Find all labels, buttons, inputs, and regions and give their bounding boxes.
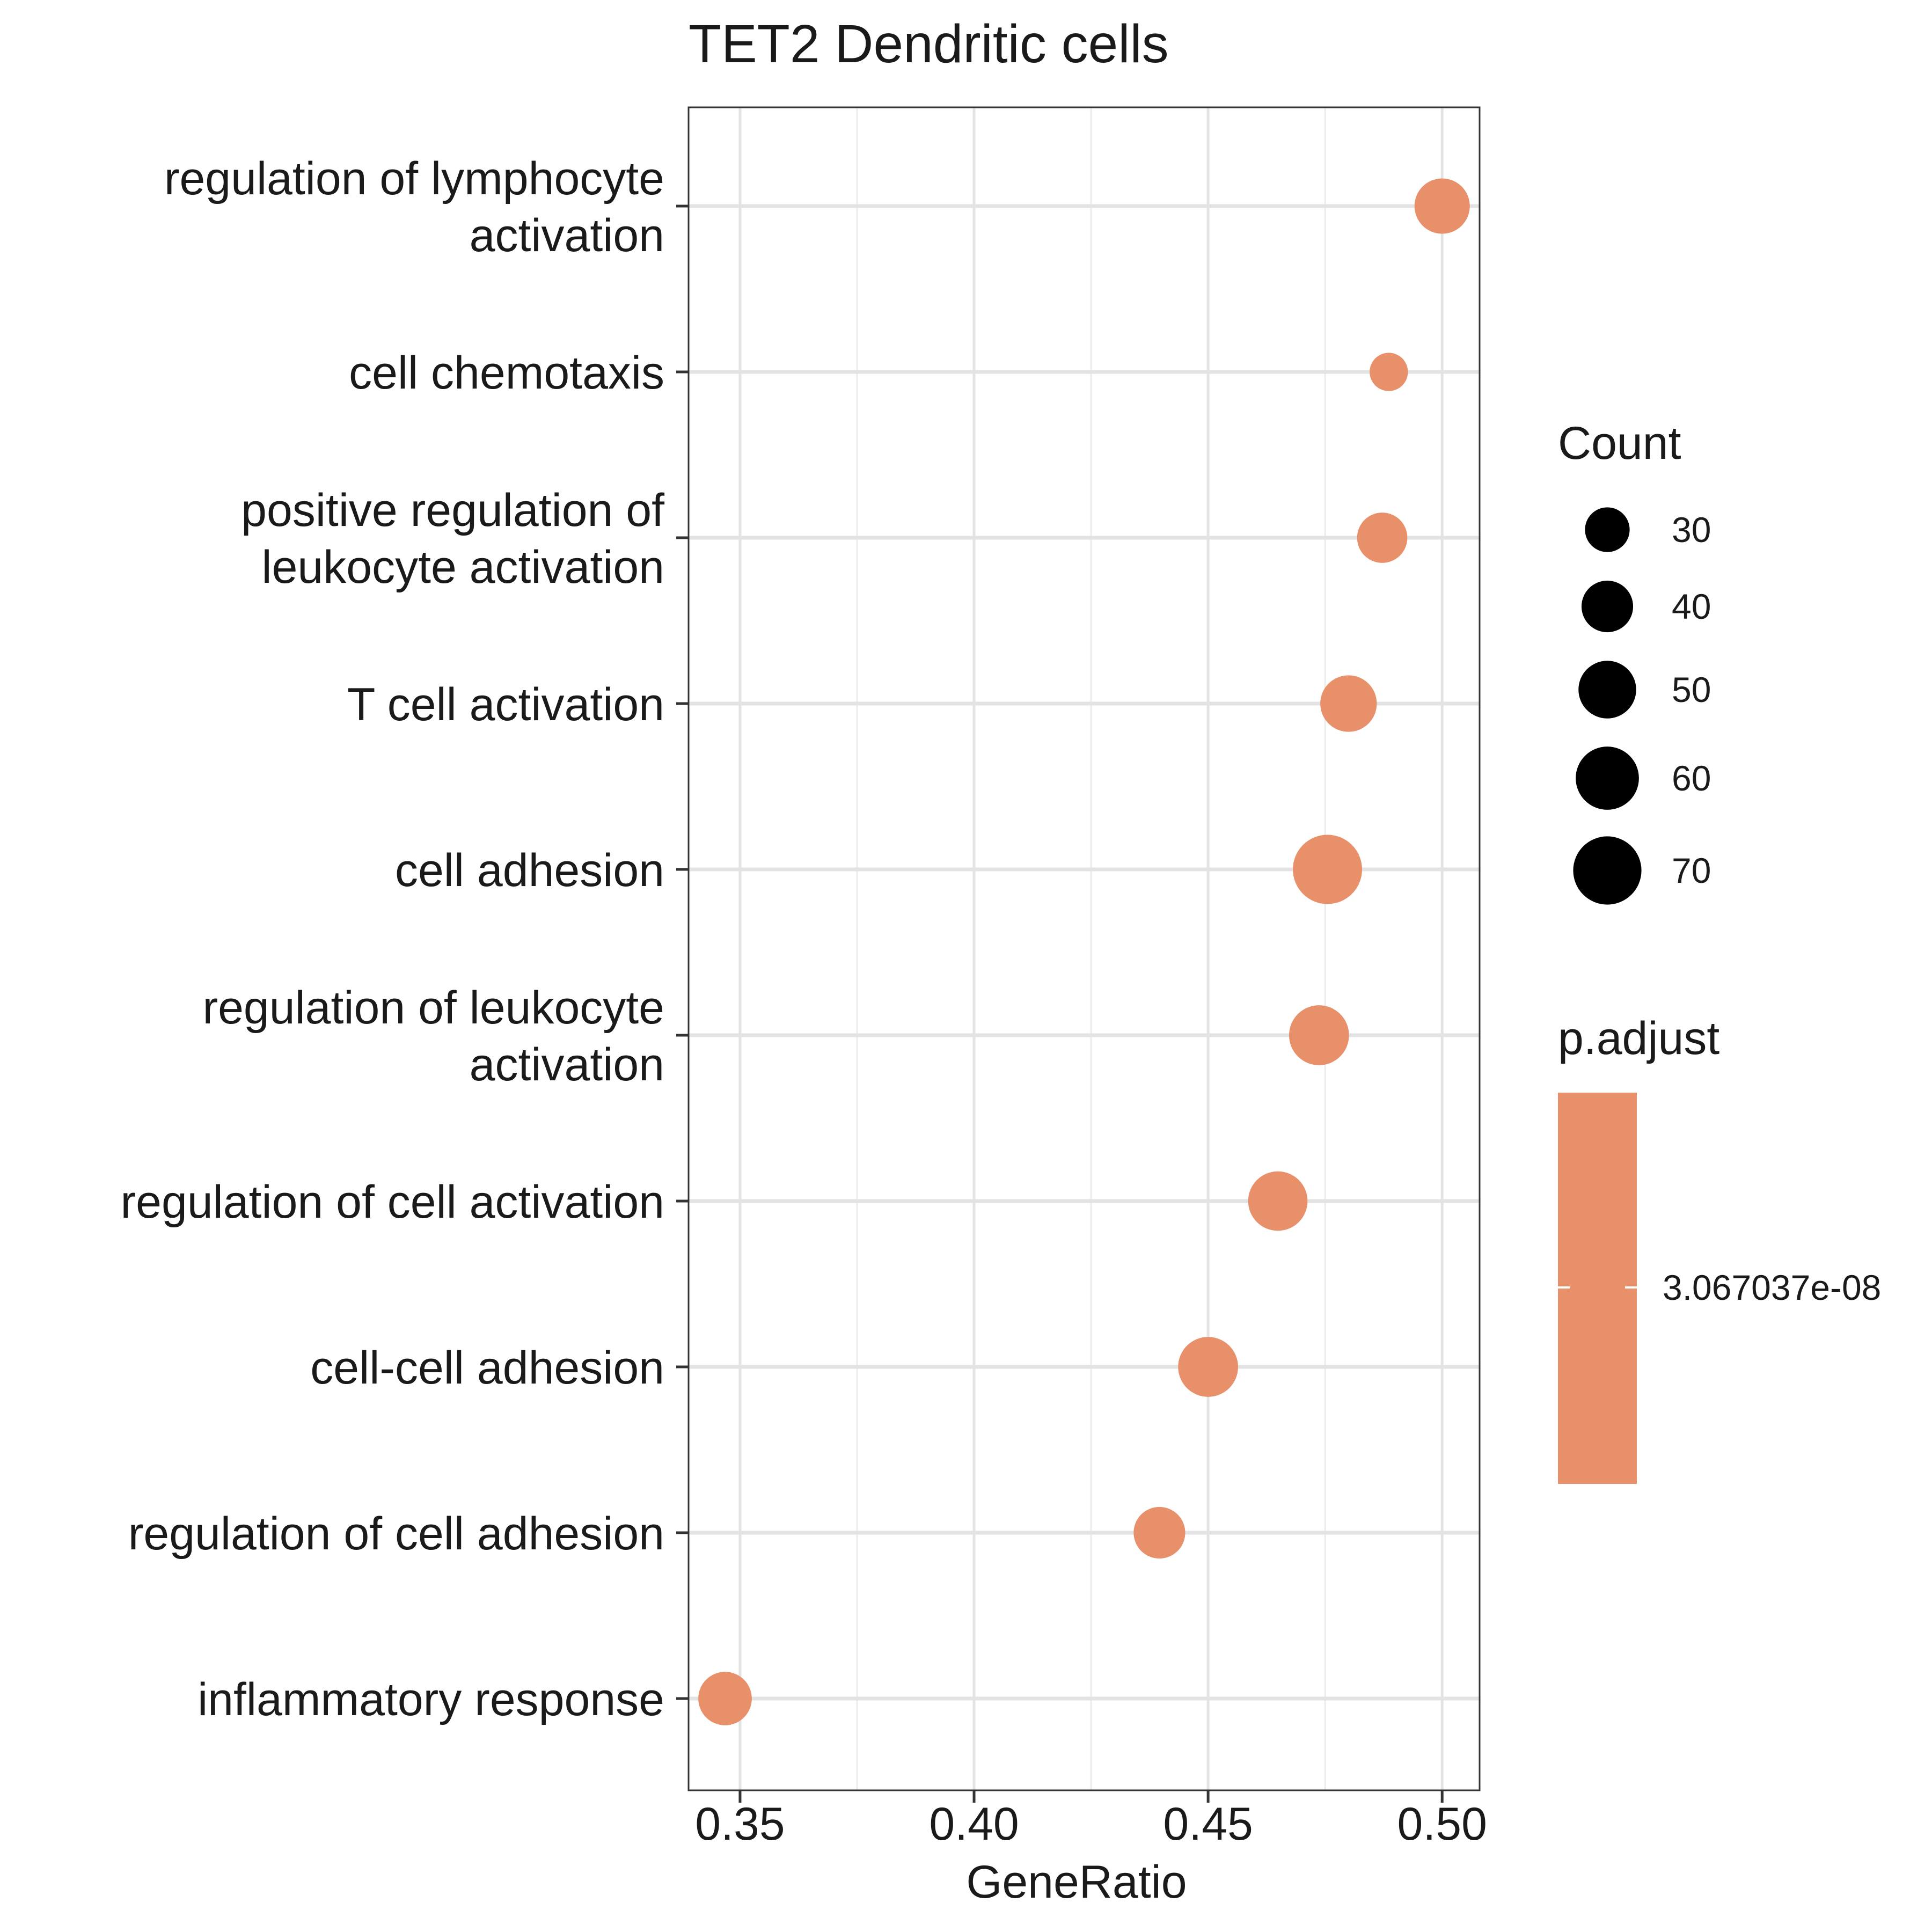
count-legend-label: 70 xyxy=(1672,851,1711,890)
y-tick-label: regulation of lymphocyte activation xyxy=(164,153,664,261)
y-tick-label-line: regulation of leukocyte xyxy=(202,982,664,1034)
data-point xyxy=(1248,1171,1308,1231)
y-tick-label-line: activation xyxy=(470,210,664,261)
count-legend-key xyxy=(1576,747,1639,810)
y-tick-label-line: positive regulation of xyxy=(241,485,665,536)
count-legend-label: 60 xyxy=(1672,758,1711,798)
count-legend-label: 50 xyxy=(1672,670,1711,709)
y-tick-label: inflammatory response xyxy=(197,1674,664,1725)
y-tick-label-line: inflammatory response xyxy=(197,1674,664,1725)
y-tick-label-line: leukocyte activation xyxy=(261,541,664,593)
y-tick-label: cell chemotaxis xyxy=(349,347,664,399)
count-legend-label: 30 xyxy=(1672,510,1711,550)
data-point xyxy=(1133,1506,1185,1559)
padjust-legend-title: p.adjust xyxy=(1558,1013,1719,1064)
x-axis-title: GeneRatio xyxy=(966,1856,1187,1908)
count-legend-key xyxy=(1573,836,1642,905)
y-tick-label-line: cell adhesion xyxy=(395,845,664,896)
x-tick-label: 0.40 xyxy=(929,1798,1019,1850)
data-point xyxy=(1178,1337,1238,1397)
y-tick-label-line: cell-cell adhesion xyxy=(310,1342,664,1394)
y-tick-label: regulation of leukocyte activation xyxy=(202,982,664,1091)
count-legend-key xyxy=(1581,580,1634,633)
data-point xyxy=(1414,178,1470,234)
data-point xyxy=(1320,675,1377,732)
chart-title: TET2 Dendritic cells xyxy=(689,14,1169,74)
y-tick-label: regulation of cell adhesion xyxy=(128,1508,664,1560)
legend: Count 30 40 50 60 70 p.adjust 3.067037e-08 xyxy=(1558,418,1881,1484)
x-tick-label: 0.50 xyxy=(1397,1798,1487,1850)
y-tick-label: positive regulation of leukocyte activati… xyxy=(241,485,665,593)
data-point xyxy=(698,1672,752,1725)
count-legend-key xyxy=(1585,507,1630,552)
y-tick-label-line: regulation of cell activation xyxy=(121,1176,664,1228)
data-point xyxy=(1357,513,1408,563)
data-point xyxy=(1289,1005,1349,1065)
x-tick-label: 0.45 xyxy=(1163,1798,1253,1850)
data-point xyxy=(1293,835,1363,904)
count-legend-label: 40 xyxy=(1672,587,1711,626)
y-tick-label-line: cell chemotaxis xyxy=(349,347,664,399)
y-tick-label-line: activation xyxy=(470,1039,664,1091)
count-legend-title: Count xyxy=(1558,418,1681,469)
padjust-colorbar xyxy=(1558,1093,1637,1484)
y-tick-label: cell-cell adhesion xyxy=(310,1342,664,1394)
y-tick-label-line: T cell activation xyxy=(347,679,664,730)
plot-panel: regulation of lymphocyte activation cell c… xyxy=(121,106,1487,1850)
y-tick-label: regulation of cell activation xyxy=(121,1176,664,1228)
y-tick-label-line: regulation of cell adhesion xyxy=(128,1508,664,1560)
y-tick-label: T cell activation xyxy=(347,679,664,730)
x-tick-label: 0.35 xyxy=(695,1798,785,1850)
padjust-legend-label: 3.067037e-08 xyxy=(1663,1268,1881,1307)
count-legend-key xyxy=(1578,661,1636,719)
y-tick-label-line: regulation of lymphocyte xyxy=(164,153,664,204)
panel-border xyxy=(687,106,1481,1791)
data-point xyxy=(1370,353,1408,391)
y-tick-label: cell adhesion xyxy=(395,845,664,896)
